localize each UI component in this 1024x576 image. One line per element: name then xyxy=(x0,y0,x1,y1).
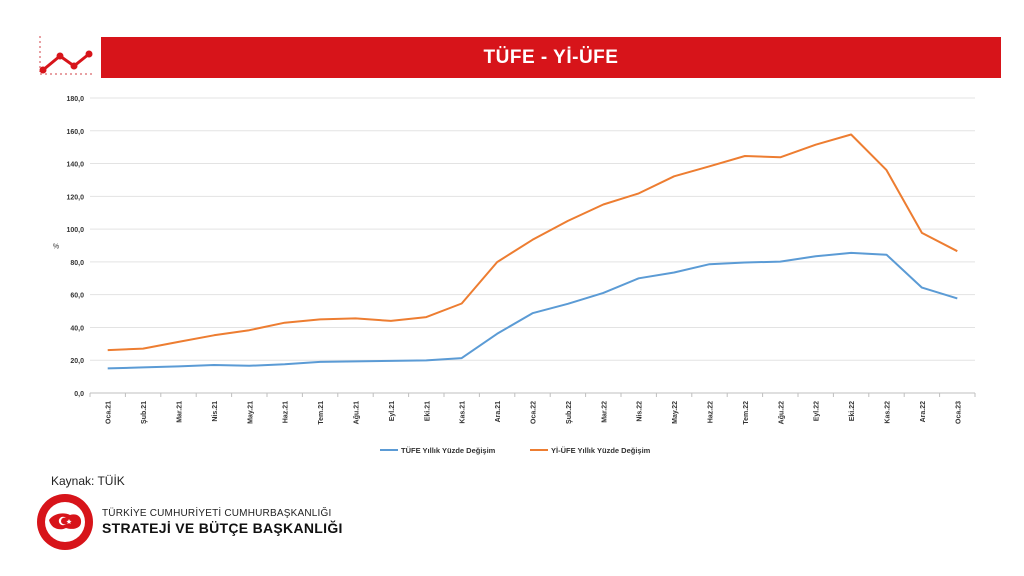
line-chart: 0,0 20,0 40,0 60,0 80,0 100,0 120,0 140,0 160,0 1… xyxy=(53,96,976,455)
y-tick-label: 100,0 xyxy=(66,227,84,234)
y-axis-label: % xyxy=(53,244,59,251)
x-tick-label: Haz.21 xyxy=(283,401,290,423)
y-tick-label: 180,0 xyxy=(66,96,84,103)
x-tick-label: Ağu.21 xyxy=(354,401,361,424)
x-tick-label: Eyl.22 xyxy=(814,401,821,421)
x-tick-label: Tem.22 xyxy=(743,401,750,425)
x-tick-label: Kas.21 xyxy=(460,401,467,424)
x-tick-label: Nis.21 xyxy=(212,401,219,422)
x-tick-label: Mar.22 xyxy=(601,401,608,423)
x-tick-label: Tem.21 xyxy=(318,401,325,425)
source-note: Kaynak: TÜİK xyxy=(51,474,125,488)
y-tick-label: 40,0 xyxy=(70,325,84,332)
x-tick-label: Eki.21 xyxy=(424,401,431,421)
x-tick-label: Şub.21 xyxy=(141,401,148,424)
x-tick-label: May.22 xyxy=(672,401,679,424)
x-tick-label: Eki.22 xyxy=(849,401,856,421)
title-bar: TÜFE - Yİ-ÜFE xyxy=(101,37,1001,78)
y-tick-label: 140,0 xyxy=(66,162,84,169)
legend-label: Yİ-ÜFE Yıllık Yüzde Değişim xyxy=(551,446,651,455)
x-tick-label: Oca.23 xyxy=(955,401,962,424)
trend-line-icon xyxy=(36,32,96,80)
x-tick-label: Şub.22 xyxy=(566,401,573,424)
y-tick-label: 120,0 xyxy=(66,194,84,201)
x-tick-label: Oca.21 xyxy=(106,401,113,424)
page-title: TÜFE - Yİ-ÜFE xyxy=(483,46,619,68)
y-tick-label: 80,0 xyxy=(70,260,84,267)
x-tick-label: Ağu.22 xyxy=(778,401,785,424)
y-tick-label: 20,0 xyxy=(70,358,84,365)
x-tick-label: Oca.22 xyxy=(531,401,538,424)
series-line-tufe xyxy=(107,251,958,370)
x-tick-label: Ara.21 xyxy=(495,401,502,423)
y-tick-label: 60,0 xyxy=(70,293,84,300)
x-tick-label: Kas.22 xyxy=(885,401,892,424)
y-tick-label: 160,0 xyxy=(66,129,84,136)
x-tick-label: May.21 xyxy=(247,401,254,424)
x-tick-label: Nis.22 xyxy=(637,401,644,422)
organization-logo: TÜRKİYE CUMHURİYETİ CUMHURBAŞKANLIĞI STR… xyxy=(36,492,343,552)
series-line-yi-ufe xyxy=(107,133,958,352)
x-tick-label: Eyl.21 xyxy=(389,401,396,421)
legend-label: TÜFE Yıllık Yüzde Değişim xyxy=(401,446,496,455)
x-tick-label: Mar.21 xyxy=(177,401,184,423)
x-tick-label: Haz.22 xyxy=(708,401,715,423)
government-seal-icon xyxy=(37,494,93,550)
organization-name-line2: STRATEJİ VE BÜTÇE BAŞKANLIĞI xyxy=(102,519,343,536)
y-tick-label: 0,0 xyxy=(74,391,84,398)
organization-name-line1: TÜRKİYE CUMHURİYETİ CUMHURBAŞKANLIĞI xyxy=(102,508,332,520)
x-tick-label: Ara.22 xyxy=(920,401,927,423)
